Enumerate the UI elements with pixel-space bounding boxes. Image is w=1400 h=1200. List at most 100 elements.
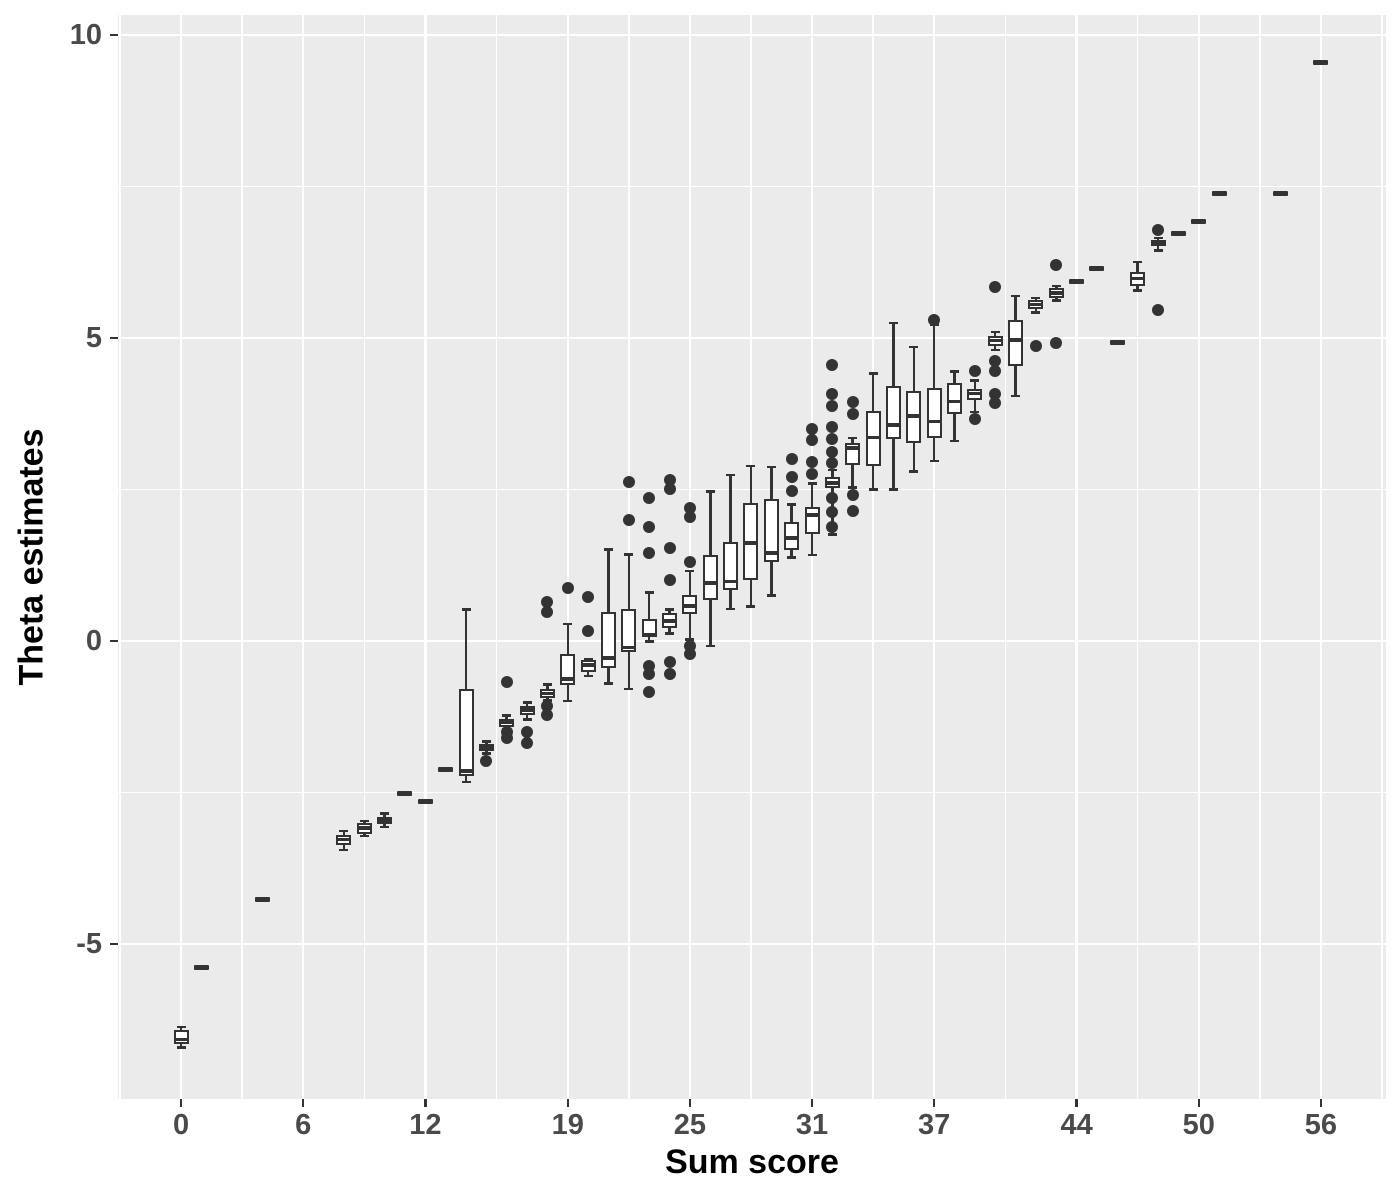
- gridline-x-major: [1197, 15, 1200, 1099]
- median-line: [804, 513, 820, 517]
- boxplot-box: [723, 541, 739, 591]
- x-axis-tick: [566, 1099, 570, 1107]
- outlier-dot: [1152, 224, 1165, 237]
- whisker-cap-upper: [502, 714, 512, 717]
- x-tick-label: 0: [173, 1109, 190, 1141]
- median-line: [987, 338, 1003, 343]
- x-tick-label: 44: [1060, 1109, 1093, 1141]
- whisker-cap-lower: [481, 752, 491, 755]
- gridline-x-major: [932, 15, 936, 1099]
- whisker-cap-upper: [1153, 236, 1163, 240]
- median-line: [967, 391, 983, 396]
- outlier-dot: [826, 433, 839, 446]
- y-tick-label: 5: [85, 321, 102, 354]
- x-tick-label: 19: [551, 1109, 584, 1141]
- whisker-cap-lower: [380, 825, 390, 829]
- outlier-dot: [1029, 339, 1042, 352]
- y-tick-label: -5: [76, 927, 102, 960]
- x-tick-label: 12: [409, 1109, 442, 1141]
- outlier-dot: [826, 358, 839, 371]
- outlier-dot: [683, 510, 696, 523]
- gridline-y-major: [118, 336, 1386, 340]
- y-axis-tick: [110, 336, 118, 340]
- whisker-cap-upper: [481, 740, 491, 743]
- whisker-cap-lower: [1051, 299, 1061, 302]
- outlier-dot: [785, 485, 798, 498]
- outlier-dot: [663, 656, 676, 669]
- y-axis-tick: [110, 639, 118, 643]
- whisker-cap-upper: [888, 321, 898, 325]
- outlier-dot: [826, 521, 839, 533]
- outlier-dot: [826, 399, 839, 412]
- outlier-dot: [1050, 259, 1063, 272]
- x-axis-tick: [179, 1099, 183, 1107]
- outlier-dot: [826, 457, 839, 470]
- outlier-dot: [500, 676, 513, 689]
- median-line: [356, 826, 372, 830]
- outlier-dot: [1152, 304, 1165, 317]
- outlier-dot: [541, 595, 554, 608]
- outlier-dot: [846, 504, 859, 517]
- median-line: [601, 656, 616, 660]
- median-line: [519, 708, 535, 712]
- whisker-cap-lower: [868, 488, 878, 491]
- whisker-cap-upper: [1051, 284, 1061, 288]
- boxplot-box: [621, 609, 637, 653]
- median-line: [885, 423, 901, 427]
- whisker-cap-upper: [583, 657, 593, 661]
- median-line: [499, 720, 515, 725]
- gridline-x-minor: [1004, 15, 1007, 1099]
- whisker-cap-upper: [909, 345, 919, 349]
- outlier-dot: [643, 668, 656, 681]
- whisker-cap-lower: [1011, 394, 1021, 398]
- whisker-cap-lower: [888, 488, 898, 491]
- x-tick-label: 6: [295, 1109, 312, 1141]
- median-line: [682, 604, 698, 608]
- gridline-x-major: [566, 15, 570, 1099]
- whisker-line: [647, 592, 651, 642]
- outlier-dot: [826, 491, 839, 504]
- whisker-cap-lower: [990, 348, 1000, 352]
- whisker-cap-upper: [868, 372, 878, 375]
- gridline-x-minor: [872, 15, 874, 1099]
- boxplot-box: [885, 386, 901, 440]
- median-line: [926, 419, 942, 424]
- whisker-cap-lower: [726, 607, 736, 611]
- outlier-dot: [643, 547, 656, 560]
- outlier-dot: [622, 475, 635, 488]
- single-value-dash: [1191, 219, 1207, 225]
- gridline-x-minor: [495, 15, 498, 1099]
- whisker-cap-lower: [929, 459, 939, 463]
- outlier-dot: [989, 354, 1002, 367]
- outlier-dot: [826, 388, 839, 401]
- gridline-x-major: [810, 15, 814, 1099]
- whisker-cap-lower: [665, 632, 675, 635]
- outlier-dot: [806, 433, 819, 446]
- gridline-x-major: [1075, 15, 1078, 1099]
- outlier-dot: [541, 605, 554, 618]
- single-value-dash: [438, 766, 454, 772]
- whisker-cap-lower: [339, 848, 349, 852]
- outlier-dot: [806, 467, 819, 480]
- whisker-cap-upper: [746, 464, 756, 468]
- whisker-cap-lower: [1133, 289, 1143, 292]
- gridline-x-minor: [119, 15, 121, 1099]
- whisker-cap-upper: [848, 436, 858, 440]
- single-value-dash: [1313, 59, 1329, 65]
- whisker-cap-lower: [176, 1046, 186, 1049]
- whisker-cap-lower: [644, 640, 654, 643]
- single-value-dash: [255, 897, 270, 903]
- whisker-cap-upper: [1031, 296, 1041, 300]
- x-axis-tick: [424, 1099, 427, 1107]
- outlier-dot: [785, 453, 798, 466]
- x-axis-tick: [810, 1099, 814, 1107]
- outlier-dot: [968, 413, 981, 426]
- whisker-cap-lower: [766, 594, 776, 597]
- single-value-dash: [1069, 279, 1085, 285]
- gridline-y-major: [118, 639, 1386, 643]
- outlier-dot: [846, 407, 859, 420]
- whisker-cap-upper: [522, 701, 532, 704]
- whisker-cap-lower: [1153, 249, 1163, 252]
- whisker-cap-upper: [705, 490, 715, 493]
- whisker-cap-lower: [827, 533, 837, 536]
